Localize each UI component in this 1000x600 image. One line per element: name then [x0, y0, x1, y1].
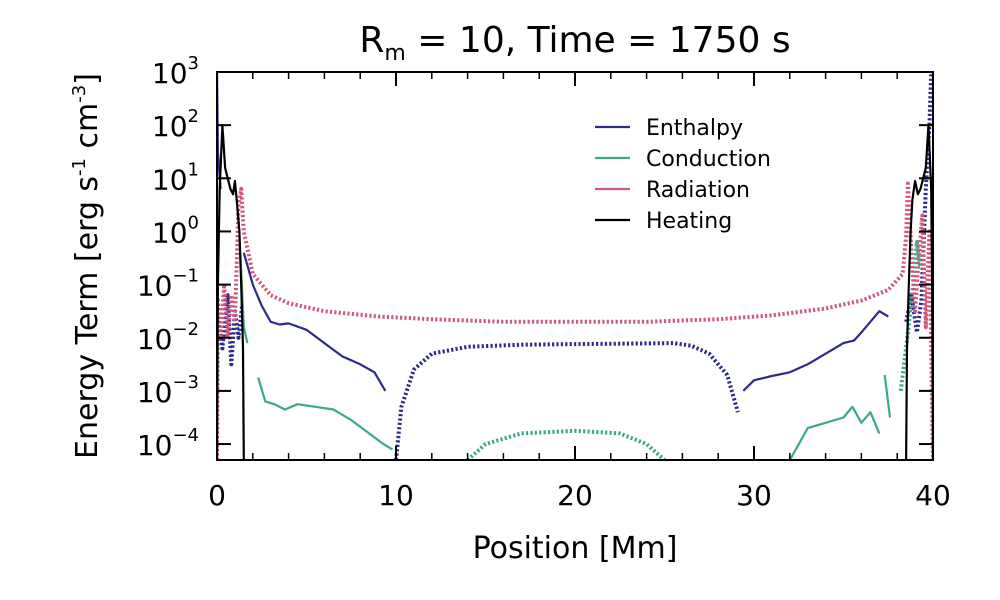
x-tick-label: 40: [915, 479, 951, 512]
series-conduction-segment-1: [257, 377, 393, 451]
y-tick-label: 101: [152, 159, 199, 196]
y-tick-label: 102: [152, 106, 199, 143]
y-title-sup1: -1: [69, 158, 90, 176]
series-enthalpy-segment-4: [904, 72, 933, 335]
series-conduction-segment-3: [788, 405, 881, 460]
legend: Enthalpy Conduction Radiation Heating: [595, 116, 771, 234]
y-tick-label: 10−3: [137, 372, 199, 409]
title-rest: = 10, Time = 1750 s: [406, 20, 791, 61]
series-layer: [217, 72, 933, 460]
series-radiation-segment-0: [217, 181, 933, 460]
axes-layer: 0 10 20 30 40 103 102 101 100 10−1 10−2 10−3 10−4: [137, 53, 951, 512]
x-tick-label: 20: [557, 479, 593, 512]
x-axis-title: Position [Mm]: [473, 531, 678, 566]
y-tick-label: 10−1: [137, 266, 199, 303]
title-prefix: R: [359, 20, 384, 61]
x-tick-label: 30: [736, 479, 772, 512]
y-title-mid: cm: [70, 103, 105, 158]
legend-label-radiation: Radiation: [646, 178, 750, 203]
title-subscript: m: [384, 41, 405, 66]
legend-label-conduction: Conduction: [646, 147, 771, 172]
y-tick-label: 10−4: [137, 425, 199, 462]
chart-title: Rm = 10, Time = 1750 s: [359, 20, 790, 66]
x-tick-label: 10: [378, 479, 414, 512]
legend-label-heating: Heating: [646, 209, 732, 234]
y-title-main: Energy Term [erg s: [70, 176, 105, 459]
y-tick-label: 100: [152, 212, 199, 249]
series-enthalpy-segment-0: [242, 252, 387, 392]
series-conduction-segment-4: [883, 374, 892, 418]
y-tick-label: 103: [152, 53, 199, 90]
y-title-sup2: -3: [69, 85, 90, 103]
series-enthalpy-segment-3: [217, 293, 245, 367]
series-enthalpy-segment-2: [742, 310, 889, 392]
x-tick-label: 0: [208, 479, 226, 512]
y-tick-label: 10−2: [137, 319, 199, 356]
series-enthalpy-segment-1: [394, 341, 740, 460]
series-heating-segment-0: [217, 124, 245, 460]
y-axis-title: Energy Term [erg s-1 cm-3]: [69, 73, 105, 459]
legend-label-enthalpy: Enthalpy: [646, 116, 743, 141]
plot-frame: [216, 71, 934, 461]
y-title-end: ]: [70, 73, 105, 85]
series-conduction-segment-2: [466, 428, 666, 460]
